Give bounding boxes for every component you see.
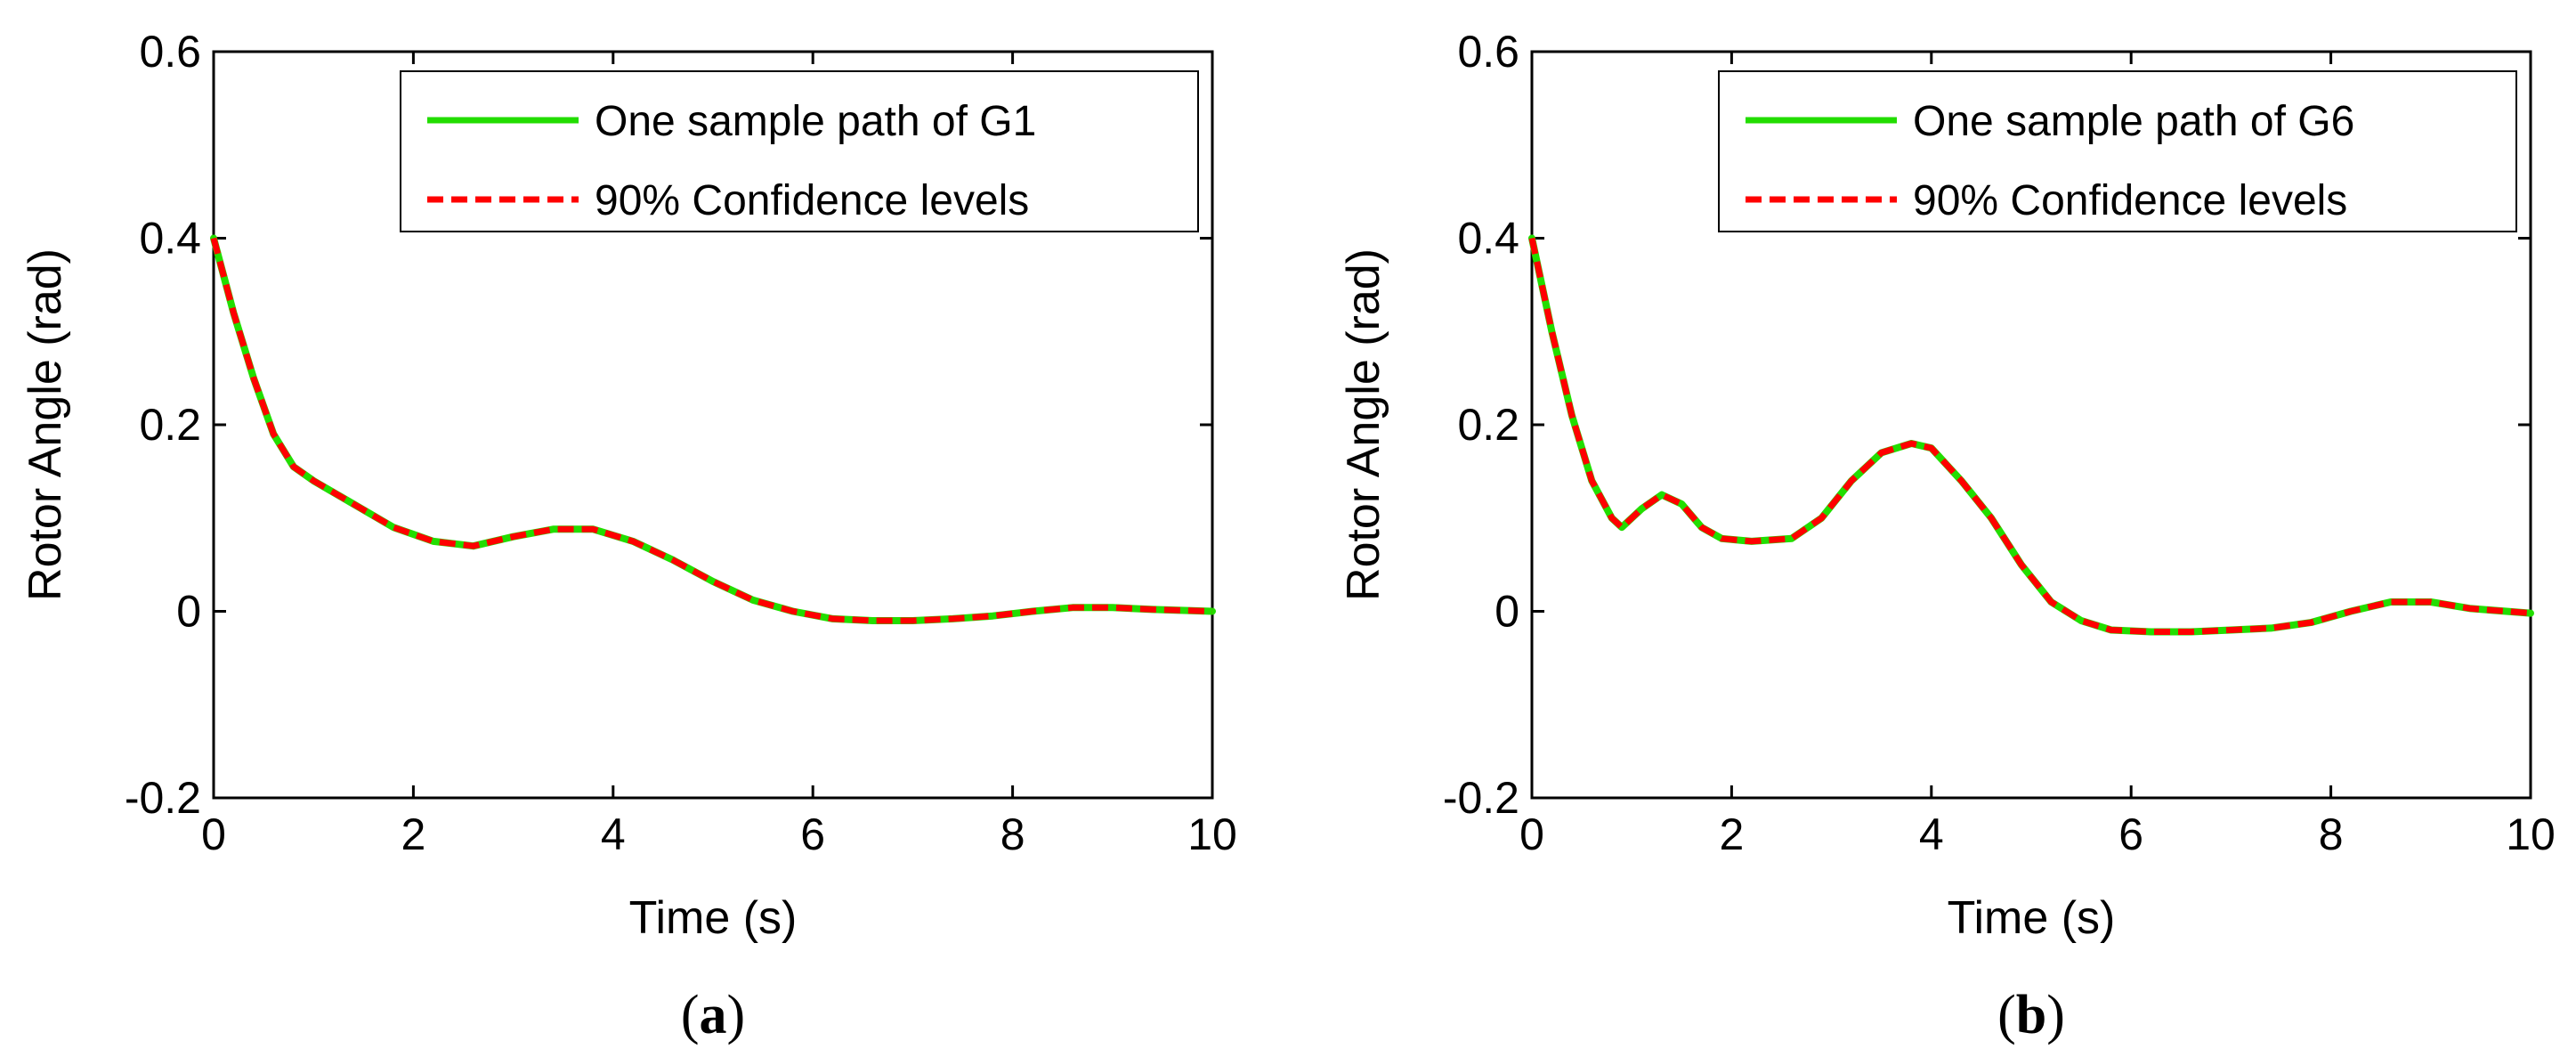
series-lines-b — [1528, 234, 2534, 636]
x-tick-label-a-4: 8 — [1000, 809, 1025, 859]
legend-label-a-0: One sample path of G1 — [595, 98, 1036, 145]
legend-box-a — [400, 70, 1199, 232]
x-tick-label-b-2: 4 — [1919, 809, 1944, 859]
x-tick-label-b-1: 2 — [1719, 809, 1744, 859]
legend-label-b-0: One sample path of G6 — [1913, 98, 2354, 145]
y-tick-label-a-1: 0.4 — [139, 214, 201, 264]
panel-label-b: b — [2016, 985, 2046, 1045]
y-tick-label-a-0: 0.6 — [139, 27, 201, 77]
x-tick-label-a-0: 0 — [201, 809, 226, 859]
legend-box-b — [1718, 70, 2517, 232]
y-tick-label-b-4: -0.2 — [1443, 773, 1519, 823]
x-tick-label-b-0: 0 — [1519, 809, 1544, 859]
legend-label-b-1: 90% Confidence levels — [1913, 177, 2347, 224]
y-ticks-b: 0.6 0.4 0.2 0 -0.2 — [1443, 27, 2531, 823]
y-ticks-a: 0.6 0.4 0.2 0 -0.2 — [125, 27, 1212, 823]
x-tick-label-a-1: 2 — [401, 809, 425, 859]
y-axis-label-b: Rotor Angle (rad) — [1338, 248, 1389, 601]
x-axis-label-b: Time (s) — [1948, 892, 2116, 944]
y-tick-label-b-3: 0 — [1495, 587, 1519, 637]
x-axis-label-a: Time (s) — [629, 892, 798, 944]
series-line-b-1 — [1528, 237, 2531, 635]
y-tick-label-b-2: 0.2 — [1457, 400, 1519, 450]
x-ticks-b: 0 2 4 6 8 10 — [1519, 52, 2556, 859]
panel-label-a: a — [700, 985, 727, 1045]
series-line-a-1 — [210, 237, 1213, 624]
series-lines-a — [210, 234, 1216, 624]
y-tick-label-b-0: 0.6 — [1457, 27, 1519, 77]
y-tick-label-a-3: 0 — [176, 587, 201, 637]
x-tick-label-b-5: 10 — [2506, 809, 2556, 859]
caption-b: (b) — [1997, 985, 2065, 1045]
x-tick-label-a-5: 10 — [1187, 809, 1237, 859]
y-tick-label-b-1: 0.4 — [1457, 214, 1519, 264]
caption-a: (a) — [681, 985, 745, 1045]
legend-b: One sample path of G6 90% Confidence lev… — [1718, 70, 2517, 232]
legend-label-a-1: 90% Confidence levels — [595, 177, 1029, 224]
legend-a: One sample path of G1 90% Confidence lev… — [400, 70, 1199, 232]
x-tick-label-a-3: 6 — [800, 809, 825, 859]
y-tick-label-a-4: -0.2 — [125, 773, 201, 823]
y-tick-label-a-2: 0.2 — [139, 400, 201, 450]
x-ticks-a: 0 2 4 6 8 10 — [201, 52, 1237, 859]
chart-panel-b: 0 2 4 6 8 10 0.60.40.20-0.2 Time (s) Rotor An… — [1338, 27, 2556, 1045]
y-axis-label-a: Rotor Angle (rad) — [20, 248, 71, 601]
chart-panel-a: 0 2 4 6 8 10 0.60.40.20-0.2 Time (s) Rotor An… — [20, 27, 1237, 1045]
x-tick-label-b-4: 8 — [2319, 809, 2344, 859]
x-tick-label-a-2: 4 — [601, 809, 626, 859]
x-tick-label-b-3: 6 — [2118, 809, 2143, 859]
